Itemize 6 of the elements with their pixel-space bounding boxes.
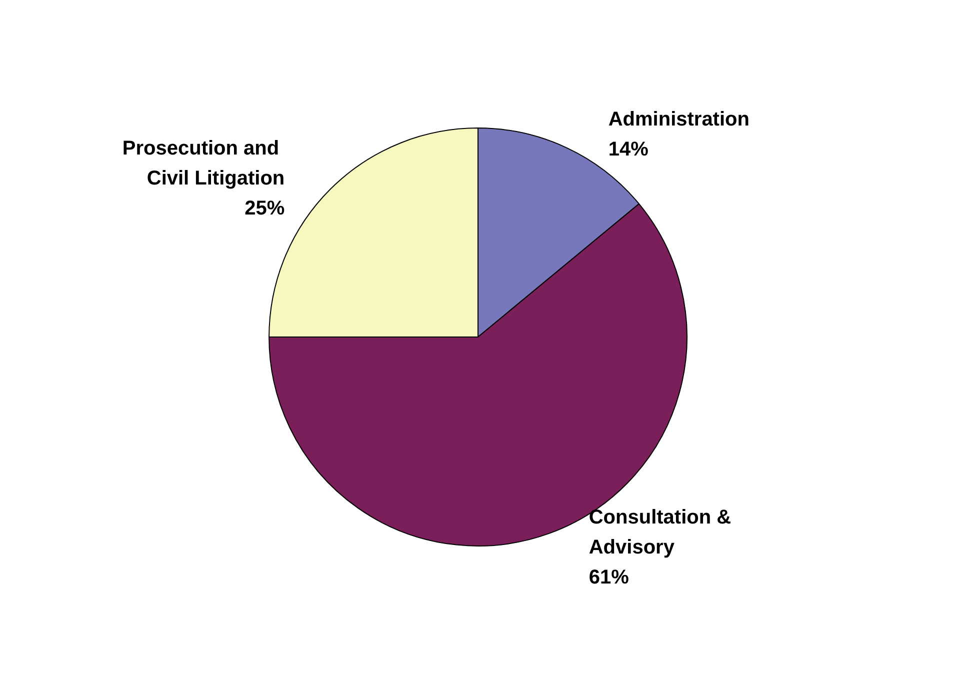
slice-label: Consultation & Advisory — [588, 506, 737, 559]
data-label: 61% — [588, 566, 630, 589]
data-label: 25% — [244, 198, 285, 220]
data-label: 14% — [608, 138, 649, 160]
slice-label: Administration — [608, 108, 750, 130]
slice-label: Prosecution and Civil Litigation — [122, 138, 285, 190]
